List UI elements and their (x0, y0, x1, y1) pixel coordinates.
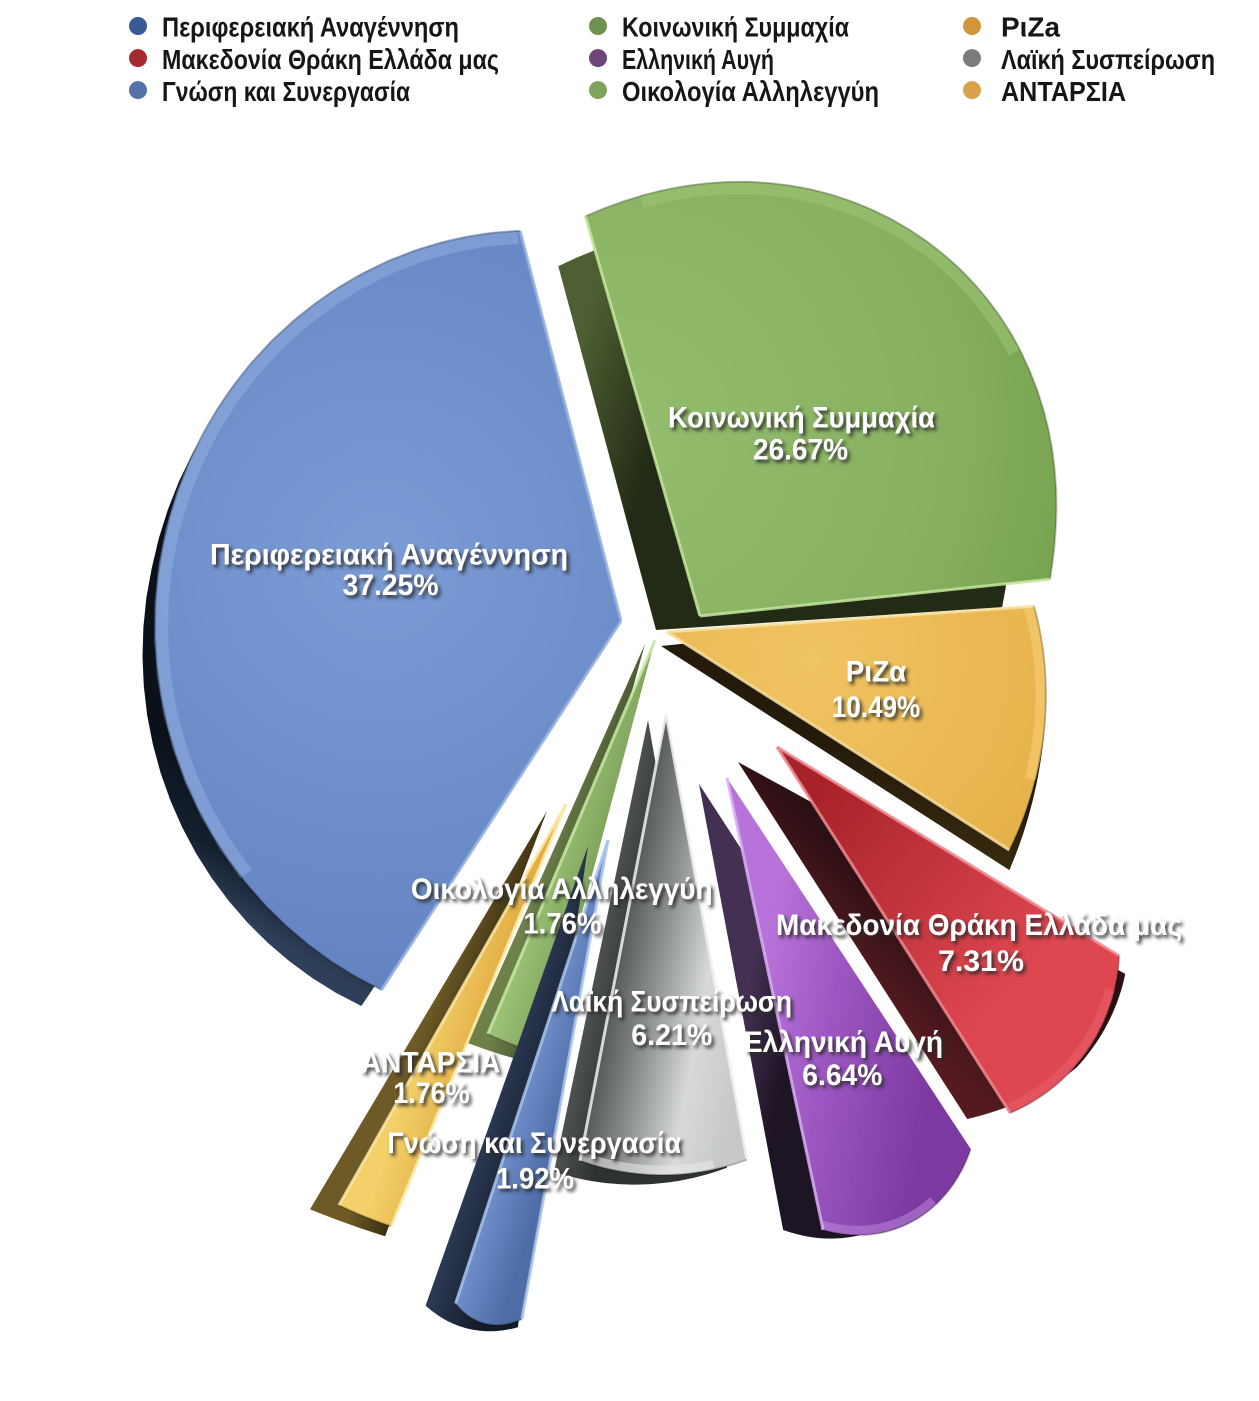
svg-text:Μακεδονία Θράκη Ελλάδα μας: Μακεδονία Θράκη Ελλάδα μας (162, 44, 499, 75)
svg-text:7.31%: 7.31% (938, 945, 1024, 978)
svg-text:Ελληνική Αυγή: Ελληνική Αυγή (744, 1026, 943, 1059)
svg-text:26.67%: 26.67% (753, 433, 848, 466)
svg-text:Κοινωνική Συμμαχία: Κοινωνική Συμμαχία (622, 12, 849, 43)
svg-text:1.76%: 1.76% (523, 908, 601, 941)
svg-text:37.25%: 37.25% (343, 569, 439, 602)
svg-text:Γνώση και Συνεργασία: Γνώση και Συνεργασία (387, 1127, 681, 1160)
svg-text:1.92%: 1.92% (496, 1162, 574, 1195)
svg-text:Οικολογία Αλληλεγγύη: Οικολογία Αλληλεγγύη (622, 76, 879, 107)
svg-text:ΡιZα: ΡιZα (846, 655, 907, 688)
svg-text:Λαϊκή Συσπείρωση: Λαϊκή Συσπείρωση (551, 986, 792, 1019)
svg-text:10.49%: 10.49% (832, 691, 921, 724)
svg-text:Λαϊκή Συσπείρωση: Λαϊκή Συσπείρωση (1001, 44, 1215, 75)
svg-text:Περιφερειακή Αναγέννηση: Περιφερειακή Αναγέννηση (162, 12, 459, 43)
svg-text:Γνώση και Συνεργασία: Γνώση και Συνεργασία (162, 76, 410, 107)
svg-text:6.21%: 6.21% (631, 1019, 712, 1052)
svg-text:Κοινωνική Συμμαχία: Κοινωνική Συμμαχία (668, 402, 936, 435)
svg-text:ΡιZa: ΡιZa (1001, 12, 1060, 43)
svg-text:Ελληνική Αυγή: Ελληνική Αυγή (622, 44, 774, 75)
svg-text:6.64%: 6.64% (802, 1059, 882, 1092)
svg-text:ΑΝΤΑΡΣΙΑ: ΑΝΤΑΡΣΙΑ (1001, 76, 1126, 107)
svg-text:Οικολογία Αλληλεγγύη: Οικολογία Αλληλεγγύη (411, 873, 713, 906)
svg-text:Περιφερειακή Αναγέννηση: Περιφερειακή Αναγέννηση (210, 539, 568, 572)
svg-text:Μακεδονία Θράκη Ελλάδα μας: Μακεδονία Θράκη Ελλάδα μας (776, 909, 1182, 942)
svg-text:ΑΝΤΑΡΣΙΑ: ΑΝΤΑΡΣΙΑ (361, 1046, 501, 1079)
svg-text:1.76%: 1.76% (393, 1077, 469, 1110)
